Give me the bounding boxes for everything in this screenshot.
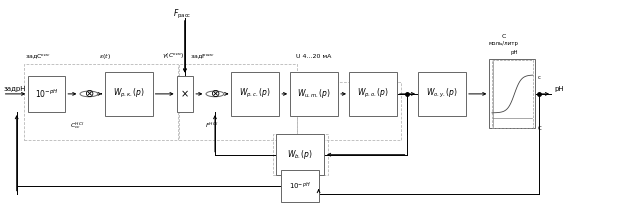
FancyBboxPatch shape — [276, 134, 324, 175]
FancyBboxPatch shape — [489, 59, 535, 128]
Circle shape — [80, 91, 98, 97]
FancyBboxPatch shape — [418, 72, 466, 116]
Text: $\varepsilon(t)$: $\varepsilon(t)$ — [99, 52, 111, 61]
Text: $\gamma(C^{кис})$: $\gamma(C^{кис})$ — [162, 52, 185, 61]
Text: U 4...20 мА: U 4...20 мА — [296, 54, 332, 59]
Text: $\times$: $\times$ — [181, 89, 189, 99]
Text: задF$^{кис}$: задF$^{кис}$ — [190, 52, 215, 61]
Text: моль/литр: моль/литр — [488, 41, 519, 46]
Circle shape — [206, 91, 224, 97]
Text: $F^{HCl}$: $F^{HCl}$ — [205, 121, 219, 130]
Text: $W_{b.}(p)$: $W_{b.}(p)$ — [287, 148, 313, 161]
Text: рН: рН — [554, 86, 563, 92]
Text: $10^{-pH}$: $10^{-pH}$ — [289, 180, 311, 192]
FancyBboxPatch shape — [281, 170, 319, 202]
FancyBboxPatch shape — [349, 72, 397, 116]
Text: $\otimes$: $\otimes$ — [84, 88, 94, 99]
FancyBboxPatch shape — [28, 76, 65, 112]
FancyBboxPatch shape — [176, 76, 193, 112]
Text: С: С — [538, 126, 542, 131]
Text: $W_{p.\kappa.}(p)$: $W_{p.\kappa.}(p)$ — [113, 87, 145, 100]
Text: $W_{p.o.}(p)$: $W_{p.o.}(p)$ — [357, 87, 389, 100]
Text: $F_{\rm{расс}}$: $F_{\rm{расс}}$ — [173, 8, 192, 21]
Text: C: C — [501, 34, 506, 39]
FancyBboxPatch shape — [231, 72, 279, 116]
Text: $\otimes$: $\otimes$ — [210, 88, 220, 99]
FancyBboxPatch shape — [104, 72, 153, 116]
Text: задС$^{кис}$: задС$^{кис}$ — [25, 52, 51, 61]
Text: $W_{u.m.}(p)$: $W_{u.m.}(p)$ — [297, 87, 331, 100]
Text: с: с — [538, 75, 541, 80]
Text: $10^{-pH}$: $10^{-pH}$ — [35, 88, 58, 100]
FancyBboxPatch shape — [290, 72, 338, 116]
Text: $W_{o.y.}(p)$: $W_{o.y.}(p)$ — [426, 87, 458, 100]
Text: задрН: задрН — [3, 86, 26, 92]
Text: $C^{HCl}_{cc}$: $C^{HCl}_{cc}$ — [71, 120, 85, 131]
Text: pH: pH — [510, 50, 518, 55]
Text: $W_{p.c.}(p)$: $W_{p.c.}(p)$ — [239, 87, 271, 100]
